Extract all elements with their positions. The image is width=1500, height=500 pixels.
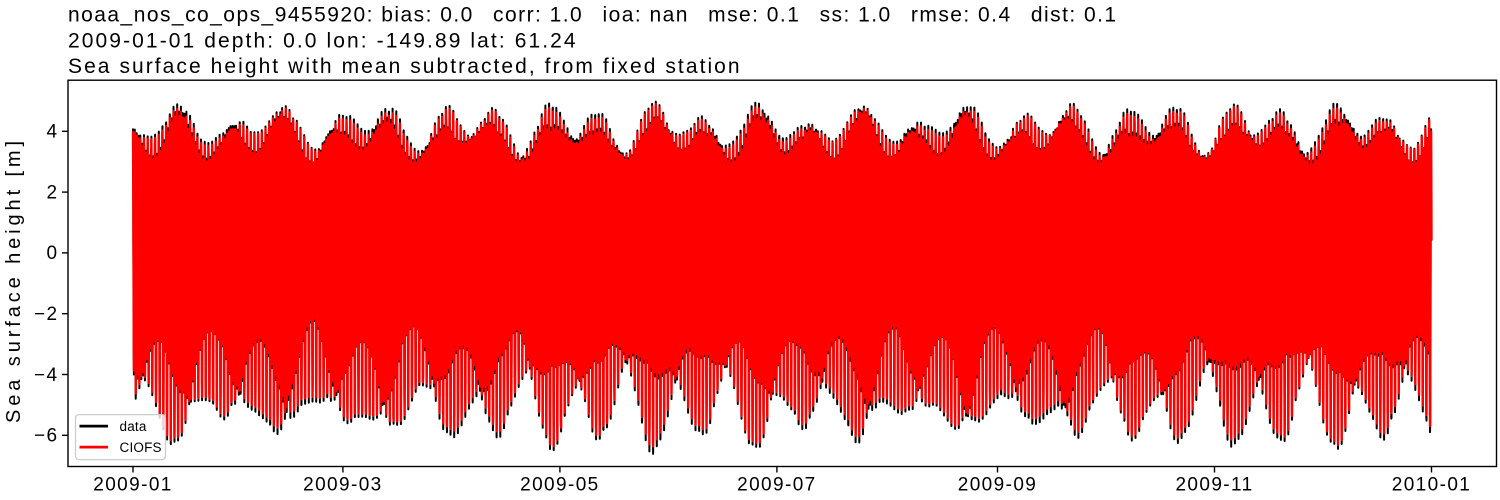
svg-text:−2: −2 [34,304,58,325]
svg-text:2009-03: 2009-03 [303,475,383,496]
svg-text:−6: −6 [34,426,58,447]
svg-text:4: 4 [47,122,59,143]
svg-text:Sea surface height [m]: Sea surface height [m] [3,137,25,423]
svg-text:0: 0 [47,243,59,264]
svg-text:2009-01-01 depth: 0.0 lon: -14: 2009-01-01 depth: 0.0 lon: -149.89 lat: … [68,29,578,52]
svg-text:noaa_nos_co_ops_9455920: bias:: noaa_nos_co_ops_9455920: bias: 0.0 corr:… [68,3,1118,26]
svg-text:2009-01: 2009-01 [93,475,173,496]
svg-text:2009-09: 2009-09 [958,475,1038,496]
svg-text:CIOFS: CIOFS [120,440,162,455]
svg-text:data: data [120,419,147,434]
svg-text:2010-01: 2010-01 [1392,475,1472,496]
svg-text:2009-11: 2009-11 [1175,475,1253,496]
svg-text:Sea surface height with mean s: Sea surface height with mean subtracted,… [68,55,742,78]
svg-text:2: 2 [47,182,59,203]
svg-text:2009-05: 2009-05 [520,475,600,496]
svg-text:−4: −4 [34,365,58,386]
svg-text:2009-07: 2009-07 [737,475,817,496]
